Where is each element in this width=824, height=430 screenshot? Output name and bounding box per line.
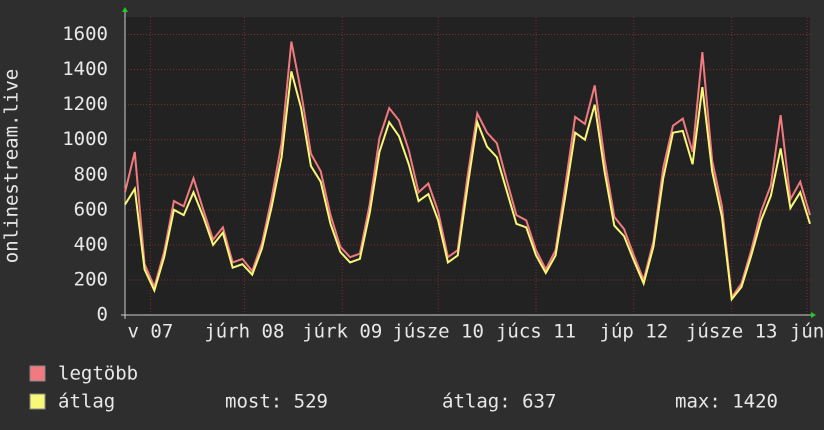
series-line xyxy=(124,71,811,302)
x-tick-label: v 07 xyxy=(128,321,174,343)
legend-label: átlag xyxy=(58,391,115,413)
legend-swatch xyxy=(29,393,46,410)
legend-label: legtöbb xyxy=(58,363,138,385)
stat: max: 1420 xyxy=(675,391,778,413)
y-tick-label: 1000 xyxy=(62,128,108,150)
stat: most: 529 xyxy=(225,391,328,413)
y-tick-label: 1200 xyxy=(62,93,108,115)
axis-arrow xyxy=(122,7,128,12)
y-tick-label: 200 xyxy=(74,268,108,290)
y-tick-label: 1600 xyxy=(62,23,108,45)
x-tick-label: júsze 10 xyxy=(392,321,484,343)
y-tick-label: 1400 xyxy=(62,58,108,80)
y-axis-label: onlinestream.live xyxy=(1,69,23,263)
series-line xyxy=(124,41,811,301)
y-tick-label: 800 xyxy=(74,163,108,185)
x-tick-label: júcs 11 xyxy=(496,321,576,343)
y-tick-label: 0 xyxy=(97,304,108,326)
plot-area xyxy=(125,17,810,315)
y-tick-label: 400 xyxy=(74,233,108,255)
y-tick-label: 600 xyxy=(74,198,108,220)
axis-arrow xyxy=(811,312,816,318)
x-tick-label: júrh 08 xyxy=(204,321,284,343)
legend-swatch xyxy=(29,365,46,382)
x-tick-label: júp 12 xyxy=(600,321,669,343)
x-tick-label: júrk 09 xyxy=(302,321,382,343)
x-tick-label: júsze 13 xyxy=(686,321,778,343)
stat: átlag: 637 xyxy=(442,391,556,413)
x-tick-label: jún xyxy=(790,321,824,343)
